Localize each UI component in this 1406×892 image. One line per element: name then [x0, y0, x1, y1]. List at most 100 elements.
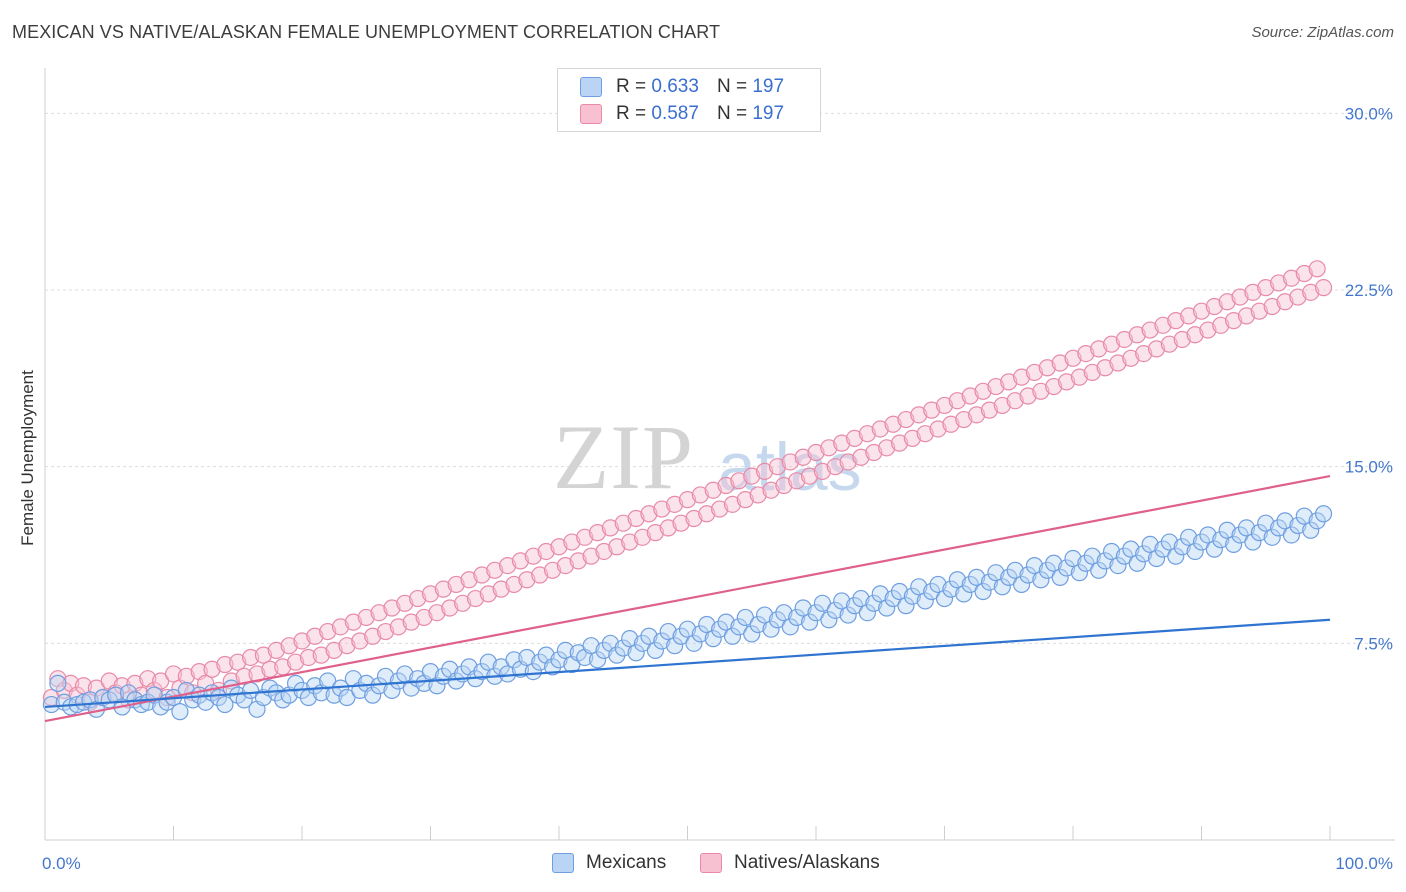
natives-alaskans-point [852, 448, 870, 466]
natives-alaskans-point [1057, 373, 1076, 391]
natives-alaskans-point [633, 528, 652, 546]
n-value: 197 [752, 103, 785, 124]
mexicans-point [1199, 526, 1217, 544]
mexicans-point [974, 582, 992, 601]
legend-item-natives[interactable]: Natives/Alaskans [700, 852, 880, 874]
mexicans-point [1173, 538, 1191, 556]
mexicans-point [678, 620, 697, 638]
natives-alaskans-point [1225, 312, 1243, 330]
natives-alaskans-point [781, 453, 799, 471]
legend-item-mexicans[interactable]: Mexicans [552, 852, 666, 874]
natives-alaskans-point [1192, 302, 1211, 320]
natives-alaskans-point [839, 453, 857, 471]
natives-alaskans-point [486, 561, 504, 579]
mexicans-point [1019, 566, 1037, 584]
natives-alaskans-point [691, 486, 709, 504]
natives-alaskans-point [1167, 312, 1185, 330]
mexicans-point [235, 691, 253, 709]
mexicans-point [209, 688, 228, 707]
mexicans-swatch [580, 77, 602, 97]
mexicans-point [1186, 542, 1204, 561]
mexicans-point [820, 611, 838, 629]
natives-alaskans-point [935, 396, 954, 415]
mexicans-point [428, 677, 446, 695]
natives-alaskans-point [595, 542, 613, 561]
mexicans-point [1090, 561, 1108, 579]
stats-legend: R = 0.633 N = 197 R = 0.587 N = 197 [557, 68, 821, 132]
natives-alaskans-point [1314, 279, 1333, 297]
natives-alaskans-point [466, 589, 485, 608]
mexicans-point [582, 637, 600, 655]
natives-alaskans-point [492, 580, 510, 598]
mexicans-point [935, 589, 954, 608]
mexicans-point [1147, 549, 1166, 568]
mexicans-point [1302, 521, 1320, 539]
natives-alaskans-point [678, 491, 697, 509]
natives-alaskans-point [685, 509, 703, 528]
mexicans-point [685, 634, 703, 652]
natives-alaskans-point [383, 599, 401, 617]
mexicans-point [666, 637, 684, 655]
legend-row-mexicans: R = 0.633 N = 197 [580, 74, 784, 100]
natives-alaskans-point [968, 406, 986, 424]
natives-alaskans-point [389, 618, 407, 636]
natives-alaskans-point [974, 382, 992, 400]
natives-alaskans-point [1173, 330, 1191, 349]
natives-alaskans-point [1276, 293, 1294, 311]
natives-trend-line [44, 475, 1331, 723]
series-legend: Mexicans Natives/Alaskans [0, 852, 1406, 878]
natives-alaskans-point [730, 472, 748, 490]
mexicans-point [447, 672, 465, 690]
natives-alaskans-point [1102, 335, 1121, 353]
trend-lines [44, 475, 1331, 723]
mexicans-point [1109, 556, 1127, 575]
mexicans-point [1257, 514, 1275, 532]
r-label: R = [616, 103, 647, 124]
mexicans-point [775, 604, 793, 622]
natives-alaskans-point [845, 429, 864, 447]
mexicans-point [826, 601, 844, 619]
natives-alaskans-point [454, 594, 472, 612]
mexicans-point [505, 651, 523, 669]
mexicans-point [1244, 533, 1262, 551]
mexicans-point [1205, 540, 1223, 558]
natives-alaskans-point [1250, 302, 1268, 320]
y-tick-label: 22.5% [1345, 281, 1393, 300]
natives-alaskans-point [698, 505, 716, 523]
mexicans-point [755, 606, 774, 624]
mexicans-point [987, 564, 1005, 582]
natives-alaskans-point [293, 632, 311, 650]
natives-alaskans-point [736, 491, 754, 509]
mexicans-point [852, 589, 870, 608]
natives-alaskans-point [563, 533, 581, 551]
natives-alaskans-point [235, 667, 253, 685]
natives-alaskans-point [929, 420, 947, 438]
natives-alaskans-point [357, 608, 375, 627]
natives-alaskans-point [1154, 316, 1172, 334]
mexicans-point [1025, 556, 1044, 575]
source-label: Source: ZipAtlas.com [1251, 24, 1394, 41]
natives-alaskans-point [627, 509, 645, 528]
mexicans-point [704, 630, 722, 648]
mexicans-trend-line [44, 618, 1331, 709]
natives-alaskans-point [884, 415, 902, 433]
mexicans-point [858, 604, 877, 622]
natives-alaskans-point [511, 552, 530, 570]
mexicans-point [543, 658, 562, 676]
natives-alaskans-point [800, 467, 819, 485]
natives-alaskans-point [788, 472, 806, 490]
natives-alaskans-point [993, 396, 1011, 415]
natives-alaskans-points [42, 260, 1333, 711]
mexicans-point [1141, 535, 1159, 554]
natives-alaskans-point [1070, 368, 1089, 386]
mexicans-point [1295, 507, 1313, 525]
natives-alaskans-point [1006, 392, 1024, 410]
natives-alaskans-point [479, 585, 497, 603]
natives-alaskans-point [659, 519, 677, 537]
mexicans-point [871, 585, 889, 603]
natives-alaskans-point [351, 632, 369, 650]
mexicans-point [717, 613, 735, 631]
natives-alaskans-point [768, 458, 787, 476]
natives-alaskans-point [1019, 387, 1037, 405]
mexicans-point [1070, 564, 1089, 582]
